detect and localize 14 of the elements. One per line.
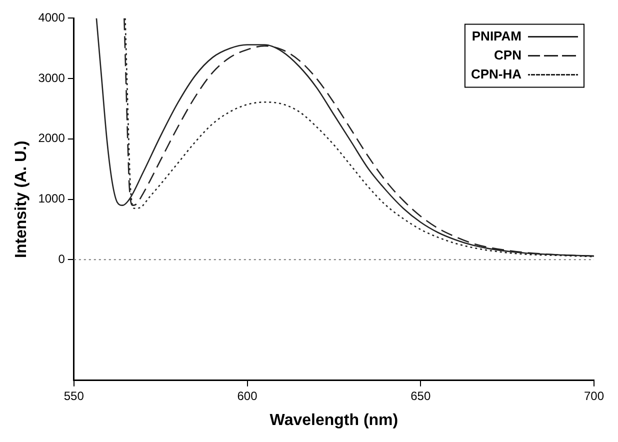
y-tick-label: 0: [58, 252, 66, 266]
y-tick-label: 4000: [38, 10, 66, 25]
y-tick-label: 1000: [38, 192, 66, 206]
legend-label: PNIPAM: [472, 28, 522, 44]
y-tick-label: 3000: [38, 70, 66, 85]
x-axis-title: Wavelength (nm): [270, 412, 398, 429]
x-tick-label: 550: [64, 388, 84, 403]
legend-label: CPN: [494, 47, 522, 62]
x-tick-label: 700: [584, 388, 604, 403]
x-tick-label: 650: [410, 388, 431, 403]
legend-label: CPN-HA: [470, 66, 522, 82]
y-tick-label: 2000: [38, 131, 66, 146]
x-tick-label: 600: [237, 388, 258, 403]
y-axis-title: Intensity (A. U.): [13, 140, 30, 258]
